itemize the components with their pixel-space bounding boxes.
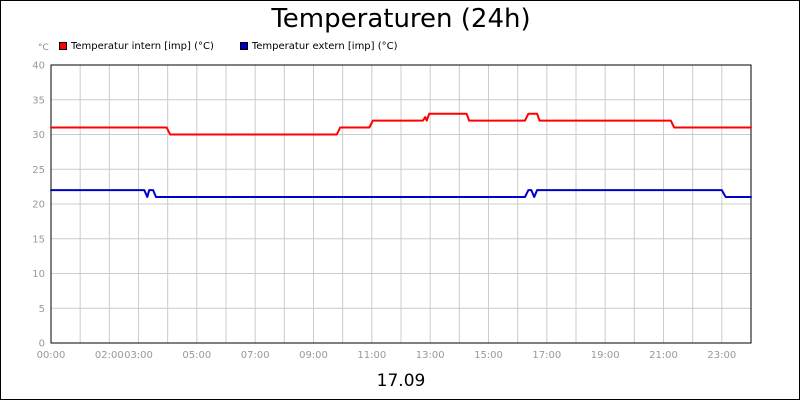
x-tick-label: 09:00 <box>299 350 328 361</box>
y-tick-label: 20 <box>32 200 45 211</box>
y-tick-label: 40 <box>32 61 45 72</box>
legend-swatch-extern <box>239 42 248 50</box>
y-tick-label: 30 <box>32 130 45 141</box>
legend-label-extern: Temperatur extern [imp] (°C) <box>251 40 398 52</box>
x-tick-label: 00:00 <box>37 350 66 361</box>
y-tick-label: 5 <box>39 304 45 315</box>
x-tick-label: 13:00 <box>416 350 445 361</box>
x-tick-label: 07:00 <box>241 350 270 361</box>
series-line-extern <box>50 189 752 198</box>
x-tick-label: 23:00 <box>707 350 736 361</box>
y-tick-label: 15 <box>32 234 45 245</box>
date-label: 17.09 <box>376 371 426 391</box>
legend-label-intern: Temperatur intern [imp] (°C) <box>71 40 214 52</box>
x-tick-label: 15:00 <box>474 350 503 361</box>
y-tick-label: 25 <box>32 165 45 176</box>
y-tick-label: 35 <box>32 95 45 106</box>
chart-title: Temperaturen (24h) <box>271 4 531 34</box>
legend-swatch-intern <box>59 42 67 50</box>
legend: Temperatur intern [imp] (°C) Temperatur … <box>59 40 424 52</box>
y-unit-label: °C <box>38 43 49 53</box>
plot-border <box>50 64 752 344</box>
legend-item-extern[interactable]: Temperatur extern [imp] (°C) <box>239 40 398 52</box>
x-tick-label: 02:00 <box>95 350 124 361</box>
y-tick-label: 0 <box>39 339 45 350</box>
legend-item-intern[interactable]: Temperatur intern [imp] (°C) <box>59 41 214 52</box>
x-tick-label: 11:00 <box>357 350 386 361</box>
y-tick-label: 10 <box>32 269 45 280</box>
x-tick-label: 17:00 <box>532 350 561 361</box>
x-tick-label: 05:00 <box>182 350 211 361</box>
x-tick-label: 19:00 <box>591 350 620 361</box>
series-line-intern <box>50 112 752 136</box>
x-tick-label: 03:00 <box>124 350 153 361</box>
x-tick-label: 21:00 <box>649 350 678 361</box>
